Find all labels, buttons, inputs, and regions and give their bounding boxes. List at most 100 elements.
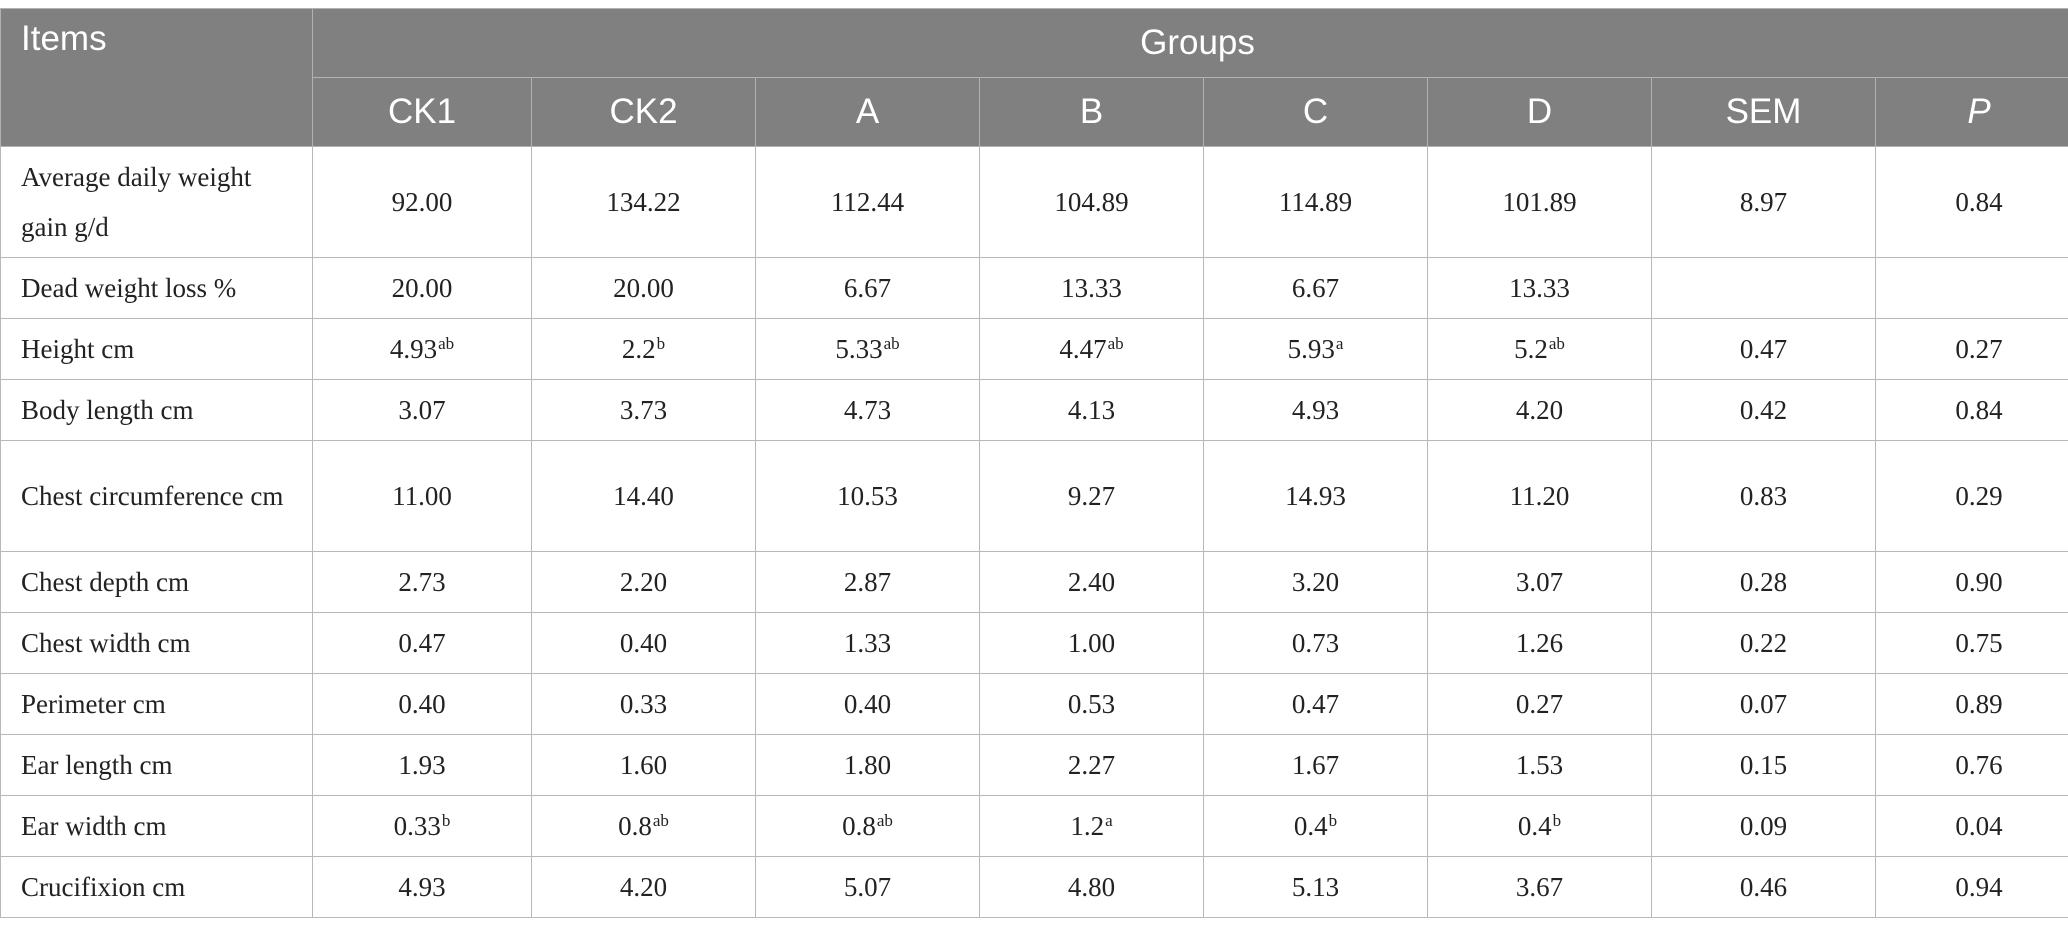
results-table: Items Groups CK1 CK2 A B C D SEM P Avera… [0, 8, 2068, 918]
row-label: Height cm [0, 318, 313, 380]
cell-value: 0.83 [1739, 480, 1788, 511]
significance-superscript: b [1552, 810, 1562, 830]
table-cell: 4.13 [979, 379, 1204, 441]
cell-value: 3.20 [1291, 566, 1340, 597]
cell-value: 4.93 [1291, 394, 1340, 425]
cell-value: 0.04 [1955, 810, 2003, 841]
table-cell: 0.89 [1874, 673, 2068, 735]
column-header-ck2: CK2 [531, 77, 756, 147]
table-cell: 1.26 [1427, 612, 1652, 674]
significance-superscript: ab [652, 810, 669, 830]
cell-value: 4.13 [1067, 394, 1116, 425]
row-label: Ear width cm [0, 795, 313, 857]
items-header: Items [0, 8, 313, 147]
significance-superscript: ab [883, 333, 900, 353]
table-cell: 1.53 [1427, 734, 1652, 796]
table-row: Dead weight loss % 20.00 20.00 6.67 13.33 6.6… [0, 257, 2068, 319]
cell-value: 1.26 [1515, 627, 1564, 658]
cell-value: 5.93 [1287, 333, 1335, 364]
cell-value: 0.15 [1739, 749, 1788, 780]
table-cell: 2.40 [979, 551, 1204, 613]
cell-value: 0.4 [1293, 810, 1328, 841]
table-cell: 14.93 [1203, 440, 1428, 552]
table-body: Average daily weight gain g/d 92.00 134.22… [0, 146, 2068, 918]
cell-value: 5.07 [843, 871, 892, 902]
cell-value: 4.73 [843, 394, 892, 425]
table-cell: 0.83 [1651, 440, 1876, 552]
cell-value: 10.53 [837, 480, 898, 511]
cell-value: 14.93 [1285, 480, 1346, 511]
table-cell: 2.2b [531, 318, 756, 380]
cell-value: 2.2 [621, 333, 656, 364]
cell-value: 3.73 [619, 394, 668, 425]
table-cell: 0.29 [1874, 440, 2068, 552]
cell-value: 0.84 [1955, 186, 2003, 217]
table-cell: 104.89 [979, 146, 1204, 258]
cell-value: 0.90 [1955, 566, 2003, 597]
table-cell: 4.93 [1203, 379, 1428, 441]
significance-superscript: ab [876, 810, 893, 830]
table-cell: 5.93a [1203, 318, 1428, 380]
table-cell: 2.87 [755, 551, 980, 613]
column-header-b: B [979, 77, 1204, 147]
cell-value: 0.8 [842, 810, 876, 841]
cell-value: 4.93 [398, 871, 446, 902]
table-cell: 2.20 [531, 551, 756, 613]
table-cell: 4.20 [531, 856, 756, 918]
table-cell: 20.00 [531, 257, 756, 319]
table-cell: 0.94 [1874, 856, 2068, 918]
column-header-c: C [1203, 77, 1428, 147]
table-cell: 20.00 [312, 257, 532, 319]
cell-value: 5.2 [1514, 333, 1548, 364]
table-cell: 1.93 [312, 734, 532, 796]
header-row-columns: CK1 CK2 A B C D SEM P [1, 77, 2068, 147]
table-cell: 0.84 [1874, 146, 2068, 258]
cell-value: 0.40 [619, 627, 668, 658]
table-cell: 0.4b [1427, 795, 1652, 857]
cell-value: 9.27 [1067, 480, 1116, 511]
table-cell: 0.47 [1203, 673, 1428, 735]
significance-superscript: ab [1107, 333, 1124, 353]
cell-value: 0.53 [1067, 688, 1116, 719]
table-cell: 0.04 [1874, 795, 2068, 857]
table-cell: 14.40 [531, 440, 756, 552]
row-label: Chest width cm [0, 612, 313, 674]
cell-value: 1.67 [1291, 749, 1340, 780]
table-cell: 101.89 [1427, 146, 1652, 258]
cell-value: 0.09 [1739, 810, 1788, 841]
significance-superscript: ab [438, 333, 455, 353]
significance-superscript: b [441, 810, 451, 830]
cell-value: 13.33 [1509, 272, 1570, 303]
table-cell: 11.20 [1427, 440, 1652, 552]
cell-value: 1.53 [1515, 749, 1564, 780]
column-header-d: D [1427, 77, 1652, 147]
groups-header: Groups [311, 8, 2068, 78]
cell-value: 0.94 [1955, 871, 2003, 902]
significance-superscript: a [1335, 333, 1344, 353]
cell-value: 3.67 [1515, 871, 1564, 902]
cell-value: 4.80 [1067, 871, 1116, 902]
cell-value: 1.60 [619, 749, 668, 780]
column-header-sem: SEM [1651, 77, 1876, 147]
cell-value: 2.20 [619, 566, 668, 597]
table-cell: 5.33ab [755, 318, 980, 380]
cell-value: 0.84 [1955, 394, 2003, 425]
table-row: Crucifixion cm 4.93 4.20 5.07 4.80 5.13 3.67 0.… [0, 856, 2068, 918]
table-container: Items Groups CK1 CK2 A B C D SEM P Avera… [0, 8, 2068, 918]
cell-value: 0.07 [1739, 688, 1788, 719]
cell-value: 0.89 [1955, 688, 2003, 719]
table-cell: 13.33 [1427, 257, 1652, 319]
table-cell: 3.73 [531, 379, 756, 441]
cell-value: 1.93 [398, 749, 446, 780]
table-cell: 3.67 [1427, 856, 1652, 918]
cell-value: 0.28 [1739, 566, 1788, 597]
table-cell: 5.13 [1203, 856, 1428, 918]
cell-value: 2.87 [843, 566, 892, 597]
table-cell: 134.22 [531, 146, 756, 258]
table-cell: 0.40 [531, 612, 756, 674]
table-cell: 92.00 [312, 146, 532, 258]
table-cell: 4.73 [755, 379, 980, 441]
cell-value: 4.47 [1059, 333, 1107, 364]
cell-value: 0.40 [843, 688, 892, 719]
cell-value: 11.20 [1509, 480, 1570, 511]
